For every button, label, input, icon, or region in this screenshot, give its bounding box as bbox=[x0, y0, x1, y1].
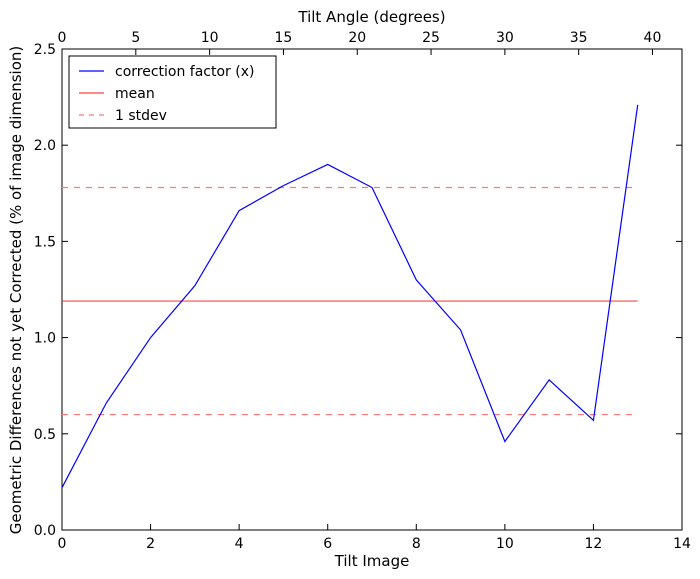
top-x-tick-label: 25 bbox=[422, 30, 440, 46]
y-tick-label: 0.5 bbox=[34, 427, 56, 443]
series-line-0 bbox=[61, 104, 639, 488]
legend-label-correction: correction factor (x) bbox=[115, 64, 254, 80]
x-tick-label: 14 bbox=[673, 536, 691, 552]
top-x-tick-label: 10 bbox=[201, 30, 219, 46]
y-tick-label: 2.0 bbox=[34, 138, 56, 154]
y-tick-label: 1.0 bbox=[34, 331, 56, 347]
x-tick-label: 6 bbox=[323, 536, 332, 552]
y-axis-title: Geometric Differences not yet Corrected … bbox=[7, 46, 25, 535]
y-tick-label: 2.5 bbox=[34, 42, 56, 58]
top-x-tick-label: 0 bbox=[58, 30, 67, 46]
legend-box bbox=[68, 55, 277, 129]
legend: correction factor (x) mean 1 stdev bbox=[68, 55, 277, 129]
top-x-tick-label: 20 bbox=[348, 30, 366, 46]
x-tick-label: 4 bbox=[235, 536, 244, 552]
plot-frame bbox=[61, 48, 683, 531]
x-tick-label: 10 bbox=[496, 536, 514, 552]
top-x-tick-label: 40 bbox=[644, 30, 662, 46]
x-tick-label: 8 bbox=[412, 536, 421, 552]
legend-label-mean: mean bbox=[115, 86, 155, 102]
legend-label-stdev: 1 stdev bbox=[115, 108, 167, 124]
top-x-tick-label: 30 bbox=[496, 30, 514, 46]
series-layer bbox=[61, 104, 639, 488]
x-axis-title: Tilt Image bbox=[334, 552, 410, 570]
top-x-tick-label: 15 bbox=[275, 30, 293, 46]
y-tick-label: 0.0 bbox=[34, 523, 56, 539]
y-tick-label: 1.5 bbox=[34, 234, 56, 250]
top-x-tick-label: 5 bbox=[131, 30, 140, 46]
top-x-tick-label: 35 bbox=[570, 30, 588, 46]
x-tick-label: 0 bbox=[58, 536, 67, 552]
top-x-axis-title: Tilt Angle (degrees) bbox=[297, 8, 445, 26]
x-tick-label: 12 bbox=[585, 536, 603, 552]
ticks: 0 2 4 6 8 10 12 140.00.51.01.52.02.50 5 10 15 20 25 3… bbox=[34, 30, 691, 552]
x-tick-label: 2 bbox=[146, 536, 155, 552]
